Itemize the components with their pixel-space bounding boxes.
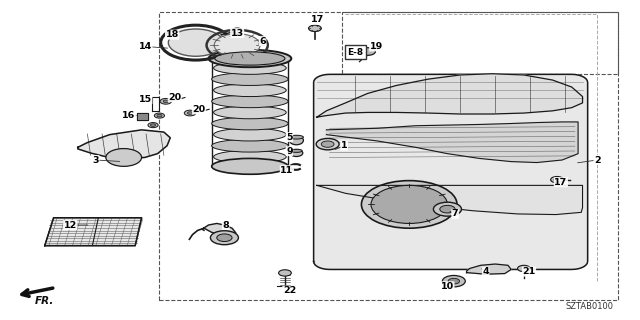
Text: FR.: FR. bbox=[35, 296, 54, 306]
Ellipse shape bbox=[212, 73, 288, 85]
Text: 11: 11 bbox=[280, 166, 294, 175]
Polygon shape bbox=[317, 74, 582, 117]
Text: 13: 13 bbox=[230, 28, 244, 38]
Circle shape bbox=[321, 141, 334, 147]
Circle shape bbox=[106, 148, 141, 166]
Circle shape bbox=[278, 270, 291, 276]
Text: 6: 6 bbox=[259, 36, 266, 45]
Text: 7: 7 bbox=[452, 209, 458, 219]
Text: 1: 1 bbox=[341, 141, 348, 150]
Text: 17: 17 bbox=[554, 178, 568, 187]
Text: 2: 2 bbox=[594, 156, 600, 164]
Polygon shape bbox=[45, 218, 141, 246]
Ellipse shape bbox=[212, 117, 288, 130]
Ellipse shape bbox=[291, 149, 302, 152]
Circle shape bbox=[217, 234, 232, 242]
Circle shape bbox=[168, 29, 223, 56]
Circle shape bbox=[362, 180, 457, 228]
Circle shape bbox=[157, 114, 162, 117]
Polygon shape bbox=[202, 223, 236, 238]
Polygon shape bbox=[467, 264, 511, 274]
Text: 15: 15 bbox=[139, 95, 152, 104]
Text: 9: 9 bbox=[286, 147, 292, 156]
Text: 3: 3 bbox=[92, 156, 99, 164]
Bar bbox=[342, 12, 618, 74]
Circle shape bbox=[371, 185, 447, 223]
Circle shape bbox=[148, 123, 158, 128]
Ellipse shape bbox=[215, 52, 285, 65]
Ellipse shape bbox=[214, 84, 286, 97]
Text: 21: 21 bbox=[522, 267, 536, 276]
Text: 4: 4 bbox=[483, 267, 489, 276]
Text: 20: 20 bbox=[193, 105, 205, 114]
Circle shape bbox=[163, 100, 168, 103]
Ellipse shape bbox=[290, 149, 303, 156]
Circle shape bbox=[440, 205, 455, 213]
Circle shape bbox=[518, 265, 531, 272]
Ellipse shape bbox=[212, 140, 288, 152]
Circle shape bbox=[211, 231, 239, 245]
Ellipse shape bbox=[214, 62, 286, 74]
Circle shape bbox=[442, 276, 465, 287]
Circle shape bbox=[214, 34, 260, 57]
Circle shape bbox=[360, 48, 376, 55]
Circle shape bbox=[188, 112, 193, 114]
Polygon shape bbox=[317, 185, 582, 215]
Circle shape bbox=[160, 99, 172, 104]
Text: 5: 5 bbox=[286, 133, 292, 142]
Ellipse shape bbox=[212, 158, 288, 174]
Text: 22: 22 bbox=[283, 286, 296, 295]
Circle shape bbox=[184, 110, 196, 116]
Circle shape bbox=[308, 25, 321, 32]
Text: SZTAB0100: SZTAB0100 bbox=[565, 302, 613, 311]
Text: 10: 10 bbox=[441, 282, 454, 291]
Text: 20: 20 bbox=[168, 93, 181, 102]
Circle shape bbox=[448, 278, 460, 284]
Ellipse shape bbox=[289, 135, 303, 139]
Text: 17: 17 bbox=[311, 15, 324, 24]
Bar bbox=[159, 12, 618, 300]
Circle shape bbox=[150, 124, 156, 126]
Polygon shape bbox=[78, 130, 170, 158]
Circle shape bbox=[316, 139, 339, 150]
Circle shape bbox=[232, 28, 243, 33]
Ellipse shape bbox=[214, 106, 286, 119]
Circle shape bbox=[550, 177, 563, 183]
Ellipse shape bbox=[289, 136, 303, 145]
Polygon shape bbox=[326, 122, 578, 163]
Text: 12: 12 bbox=[63, 220, 77, 229]
Circle shape bbox=[433, 202, 461, 216]
Ellipse shape bbox=[214, 128, 286, 141]
Text: 16: 16 bbox=[122, 111, 136, 120]
Text: 19: 19 bbox=[369, 42, 383, 51]
Polygon shape bbox=[314, 74, 588, 269]
Text: 8: 8 bbox=[222, 220, 229, 229]
Ellipse shape bbox=[214, 150, 286, 163]
Circle shape bbox=[154, 113, 164, 118]
Text: 14: 14 bbox=[139, 42, 152, 51]
Text: E-8: E-8 bbox=[348, 48, 364, 57]
Ellipse shape bbox=[209, 50, 291, 67]
Text: 18: 18 bbox=[166, 30, 179, 39]
Ellipse shape bbox=[212, 95, 288, 108]
Polygon shape bbox=[137, 113, 148, 120]
